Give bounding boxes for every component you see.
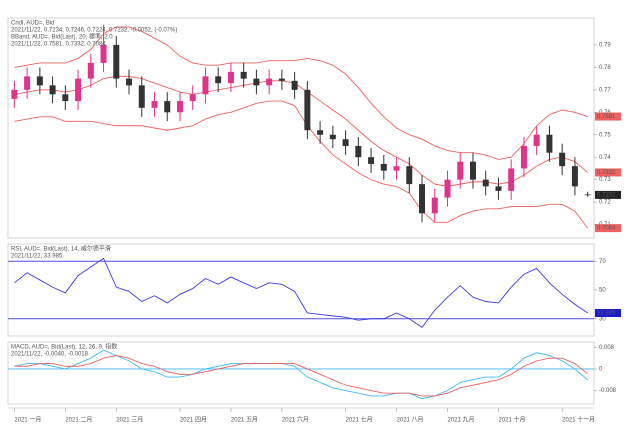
value-box-label: 0.7232 — [597, 192, 616, 198]
candle-body — [113, 44, 120, 79]
panel-header: MACD, AUD=, Bid(Last), 12, 26, 9, 指数 — [11, 343, 117, 351]
candle-body — [546, 134, 553, 153]
value-box — [595, 112, 621, 121]
value-box-label: 0.7581 — [597, 114, 616, 120]
candle-body — [469, 161, 476, 180]
candle-body — [380, 163, 387, 171]
series-line — [14, 257, 588, 328]
candle-body — [571, 166, 578, 187]
candle-body — [355, 145, 362, 158]
series-line — [14, 100, 588, 229]
y-tick-label: 50 — [599, 288, 606, 294]
candle-body — [508, 168, 515, 191]
candle-body — [304, 89, 311, 131]
panel-frame — [7, 17, 595, 239]
candle-body — [87, 62, 94, 79]
y-tick-label: -0.008 — [599, 388, 617, 394]
y-tick-label: 0.79 — [599, 43, 611, 49]
candle-body — [482, 179, 489, 187]
candle-body — [457, 161, 464, 180]
y-tick-label: 0.72 — [599, 200, 611, 206]
candle-body — [431, 197, 438, 214]
value-box — [595, 168, 621, 177]
candle-body — [202, 76, 209, 95]
candle-body — [215, 76, 222, 84]
x-tick-label: 2021 十一月 — [562, 416, 595, 424]
panel-header: RSI, AUD=, Bid(Last), 14, 威尔德平滑 — [11, 245, 111, 253]
candle-body — [24, 76, 31, 90]
panel-frame — [7, 341, 595, 405]
candle-body — [75, 78, 82, 102]
y-tick-label: 0.74 — [599, 155, 611, 161]
series-line — [14, 75, 588, 187]
x-tick-label: 2021 三月 — [116, 417, 143, 424]
candle-body — [227, 71, 234, 84]
panel-header: 2021/11/22, -0.0040, -0.0018 — [11, 352, 89, 358]
candle-body — [584, 194, 591, 196]
candle-body — [126, 78, 133, 86]
candle-body — [495, 186, 502, 191]
panel-header: BBand, AUD=, Bid(Last), 20, 標準, 2.0 — [11, 33, 113, 41]
candle-body — [368, 157, 375, 164]
candle-body — [444, 179, 451, 198]
x-tick-label: 2021 九月 — [448, 416, 475, 424]
y-tick-label: 0.73 — [599, 177, 611, 183]
value-box — [595, 224, 621, 233]
candle-body — [291, 80, 298, 90]
y-tick-label: 0.75 — [599, 132, 611, 138]
candle-body — [278, 78, 285, 81]
value-box-label: 0.7084 — [597, 226, 616, 232]
candle-body — [520, 145, 527, 169]
candle-body — [138, 85, 145, 108]
candle-body — [419, 184, 426, 214]
x-tick-label: 2021 七月 — [346, 416, 373, 424]
candle-body — [62, 94, 69, 102]
x-tick-label: 2021 六月 — [282, 416, 309, 424]
candle-body — [329, 134, 336, 140]
series-line — [14, 349, 588, 400]
panel-header: 2021/11/22, 0.7581, 0.7332, 0.7084 — [11, 42, 106, 48]
x-tick-label: 2021 五月 — [231, 417, 258, 424]
candle-body — [164, 101, 171, 113]
panel-header: 2021/11/22, 0.7234, 0.7246, 0.7224, 0.72… — [11, 28, 177, 34]
y-tick-label: 0.78 — [599, 65, 611, 71]
y-tick-label: 0 — [599, 367, 603, 373]
candle-body — [342, 139, 349, 146]
candle-body — [253, 78, 260, 86]
candle-body — [100, 44, 107, 63]
candle-body — [393, 166, 400, 171]
candle-body — [240, 71, 247, 79]
candle-body — [189, 94, 196, 102]
candle-body — [406, 166, 413, 185]
candle-body — [559, 152, 566, 167]
series-line — [14, 355, 588, 397]
x-tick-label: 2021 四月 — [180, 417, 207, 424]
panel-header: Cndl, AUD=, Bid — [11, 21, 55, 27]
candle-body — [533, 134, 540, 146]
value-box-label: 0.7332 — [597, 170, 616, 176]
candle-body — [11, 89, 18, 99]
y-tick-label: 0.008 — [599, 345, 615, 351]
value-box-label: 33.985 — [597, 311, 616, 317]
candle-body — [176, 101, 183, 113]
y-tick-label: 0.77 — [599, 87, 611, 93]
value-box — [595, 190, 621, 199]
x-tick-label: 2021 一月 — [14, 417, 41, 424]
candle-body — [266, 78, 273, 86]
series-line — [14, 26, 588, 160]
value-box — [595, 309, 621, 318]
candle-body — [151, 101, 158, 108]
x-tick-label: 2021 十月 — [498, 416, 525, 424]
y-tick-label: 30 — [599, 316, 606, 322]
x-tick-label: 2021 二月 — [65, 417, 92, 424]
y-tick-label: 70 — [599, 259, 606, 265]
panel-header: 2021/11/22, 33.985 — [11, 254, 63, 260]
candle-body — [36, 76, 43, 86]
candle-body — [317, 130, 324, 135]
x-tick-label: 2021 八月 — [397, 417, 424, 424]
candle-body — [49, 85, 56, 95]
